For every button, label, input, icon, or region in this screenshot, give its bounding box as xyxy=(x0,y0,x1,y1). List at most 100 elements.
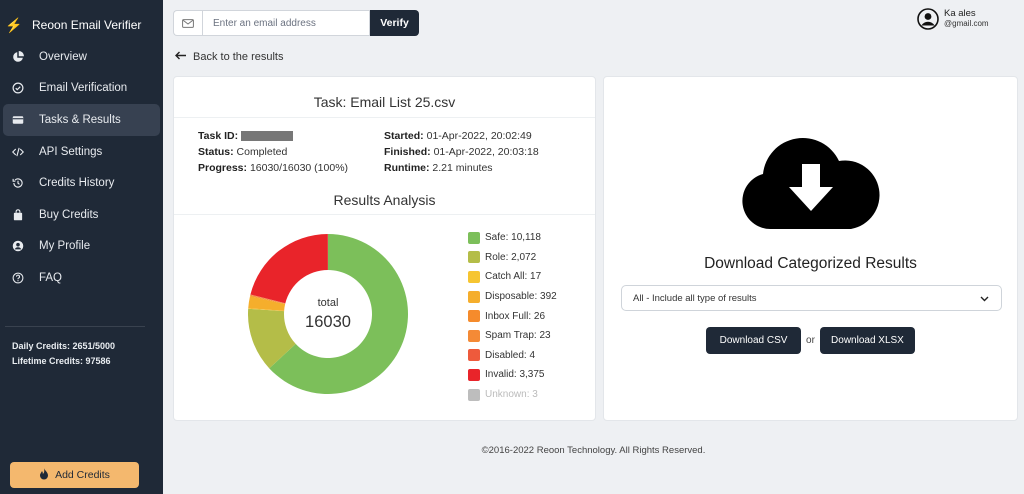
legend-item[interactable]: Spam Trap: 23 xyxy=(468,326,557,346)
legend-swatch xyxy=(468,349,480,362)
user-avatar-icon xyxy=(917,8,939,35)
daily-credits: Daily Credits: 2651/5000 xyxy=(12,341,116,351)
finished-label: Finished: xyxy=(384,146,431,158)
legend-item[interactable]: Catch All: 17 xyxy=(468,267,557,287)
divider xyxy=(174,117,595,118)
task-meta-left: Task ID: Status: Completed Progress: 160… xyxy=(198,128,348,176)
legend-label: Disabled: 4 xyxy=(485,349,536,361)
runtime-label: Runtime: xyxy=(384,162,430,174)
legend-item[interactable]: Inbox Full: 26 xyxy=(468,306,557,326)
results-donut-chart xyxy=(248,234,408,394)
donut-slice-disabled[interactable] xyxy=(250,294,286,304)
legend-swatch xyxy=(468,251,480,264)
sidebar-nav: Overview Email Verification Tasks & Resu… xyxy=(0,41,163,294)
result-type-select[interactable]: All - Include all type of results xyxy=(621,285,1002,311)
legend-item[interactable]: Unknown: 3 xyxy=(468,385,557,405)
back-to-results-link[interactable]: Back to the results xyxy=(175,51,284,63)
legend-swatch xyxy=(468,231,480,244)
legend-label: Spam Trap: 23 xyxy=(485,330,551,342)
email-input[interactable] xyxy=(202,10,370,36)
sidebar-item-faq[interactable]: FAQ xyxy=(3,262,160,294)
legend-swatch xyxy=(468,270,480,283)
legend-swatch xyxy=(468,388,480,401)
legend-item[interactable]: Invalid: 3,375 xyxy=(468,365,557,385)
legend-item[interactable]: Role: 2,072 xyxy=(468,248,557,268)
donut-slice-spam-trap[interactable] xyxy=(250,294,286,304)
download-title: Download Categorized Results xyxy=(704,255,917,272)
legend-label: Safe: 10,118 xyxy=(485,232,541,244)
legend-label: Invalid: 3,375 xyxy=(485,369,545,381)
legend-label: Disposable: 392 xyxy=(485,291,557,303)
lifetime-credits: Lifetime Credits: 97586 xyxy=(12,356,111,366)
status-label: Status: xyxy=(198,146,234,158)
sidebar-item-label: Email Verification xyxy=(39,82,128,95)
legend-label: Inbox Full: 26 xyxy=(485,310,546,322)
footer-copyright: ©2016-2022 Reoon Technology. All Rights … xyxy=(481,445,706,456)
lightning-icon: ⚡ xyxy=(5,16,23,33)
shopping-bag-icon xyxy=(3,208,33,221)
user-email: @gmail.com xyxy=(944,19,989,28)
sidebar: ⚡ Reoon Email Verifier Overview Email Ve… xyxy=(0,0,163,494)
user-menu[interactable]: Ka ales @gmail.com xyxy=(917,8,989,35)
legend-swatch xyxy=(468,368,480,381)
donut-center-value: 16030 xyxy=(305,312,351,331)
sidebar-item-overview[interactable]: Overview xyxy=(3,41,160,73)
sidebar-item-credits-history[interactable]: Credits History xyxy=(3,167,160,199)
task-meta-right: Started: 01-Apr-2022, 20:02:49 Finished:… xyxy=(384,128,539,176)
task-id-redacted xyxy=(241,131,293,142)
sidebar-item-label: FAQ xyxy=(39,271,63,284)
donut-center-label: total xyxy=(317,296,339,309)
runtime-value: 2.21 minutes xyxy=(432,162,493,174)
donut-slice-disposable[interactable] xyxy=(248,296,286,311)
task-card: Task: Email List 25.csv Task ID: Status:… xyxy=(173,76,596,421)
donut-slice-safe[interactable] xyxy=(269,234,408,394)
download-card: Download Categorized Results All - Inclu… xyxy=(603,76,1018,421)
sidebar-item-tasks-results[interactable]: Tasks & Results xyxy=(3,104,160,136)
sidebar-item-api-settings[interactable]: API Settings xyxy=(3,136,160,168)
sidebar-item-my-profile[interactable]: My Profile xyxy=(3,231,160,263)
credits-summary: Daily Credits: 2651/5000 Lifetime Credit… xyxy=(12,339,115,369)
user-name: Ka ales xyxy=(944,8,976,19)
donut-slice-invalid[interactable] xyxy=(250,234,328,304)
add-credits-button[interactable]: Add Credits xyxy=(10,462,139,488)
app-name: Reoon Email Verifier xyxy=(32,18,142,32)
sidebar-item-label: Tasks & Results xyxy=(39,113,121,126)
sidebar-item-label: Buy Credits xyxy=(39,208,99,221)
results-analysis-title: Results Analysis xyxy=(333,192,436,208)
sidebar-divider xyxy=(5,326,145,327)
check-circle-icon xyxy=(3,82,33,94)
cloud-download-icon xyxy=(742,138,880,230)
sidebar-item-label: My Profile xyxy=(39,240,91,253)
legend-label: Unknown: 3 xyxy=(485,389,538,401)
legend-item[interactable]: Disposable: 392 xyxy=(468,287,557,307)
donut-slice-catch-all[interactable] xyxy=(248,308,285,312)
sidebar-item-buy-credits[interactable]: Buy Credits xyxy=(3,199,160,231)
add-credits-label: Add Credits xyxy=(55,469,110,481)
chart-legend: Safe: 10,118 Role: 2,072 Catch All: 17 Disp… xyxy=(468,228,557,404)
legend-item[interactable]: Safe: 10,118 xyxy=(468,228,557,248)
finished-value: 01-Apr-2022, 20:03:18 xyxy=(433,146,539,158)
verify-button[interactable]: Verify xyxy=(370,10,419,36)
legend-swatch xyxy=(468,329,480,342)
or-text: or xyxy=(806,335,815,346)
brand[interactable]: ⚡ Reoon Email Verifier xyxy=(0,9,163,41)
fire-icon xyxy=(39,467,49,483)
progress-label: Progress: xyxy=(198,162,248,174)
mail-icon xyxy=(173,10,202,36)
download-xlsx-button[interactable]: Download XLSX xyxy=(819,327,915,354)
user-circle-icon xyxy=(3,240,33,252)
donut-slice-inbox-full[interactable] xyxy=(250,295,286,305)
task-title: Task: Email List 25.csv xyxy=(313,94,456,110)
task-id-label: Task ID: xyxy=(198,130,239,142)
sidebar-item-label: API Settings xyxy=(39,145,103,158)
legend-item[interactable]: Disabled: 4 xyxy=(468,346,557,366)
sidebar-item-email-verification[interactable]: Email Verification xyxy=(3,73,160,105)
download-csv-button[interactable]: Download CSV xyxy=(706,327,802,354)
card-icon xyxy=(3,114,33,126)
legend-swatch xyxy=(468,310,480,323)
status-value: Completed xyxy=(236,146,288,158)
donut-slice-role[interactable] xyxy=(248,308,296,369)
sidebar-item-label: Overview xyxy=(39,50,87,63)
sidebar-item-label: Credits History xyxy=(39,177,115,190)
email-search-bar: Verify xyxy=(173,10,419,36)
